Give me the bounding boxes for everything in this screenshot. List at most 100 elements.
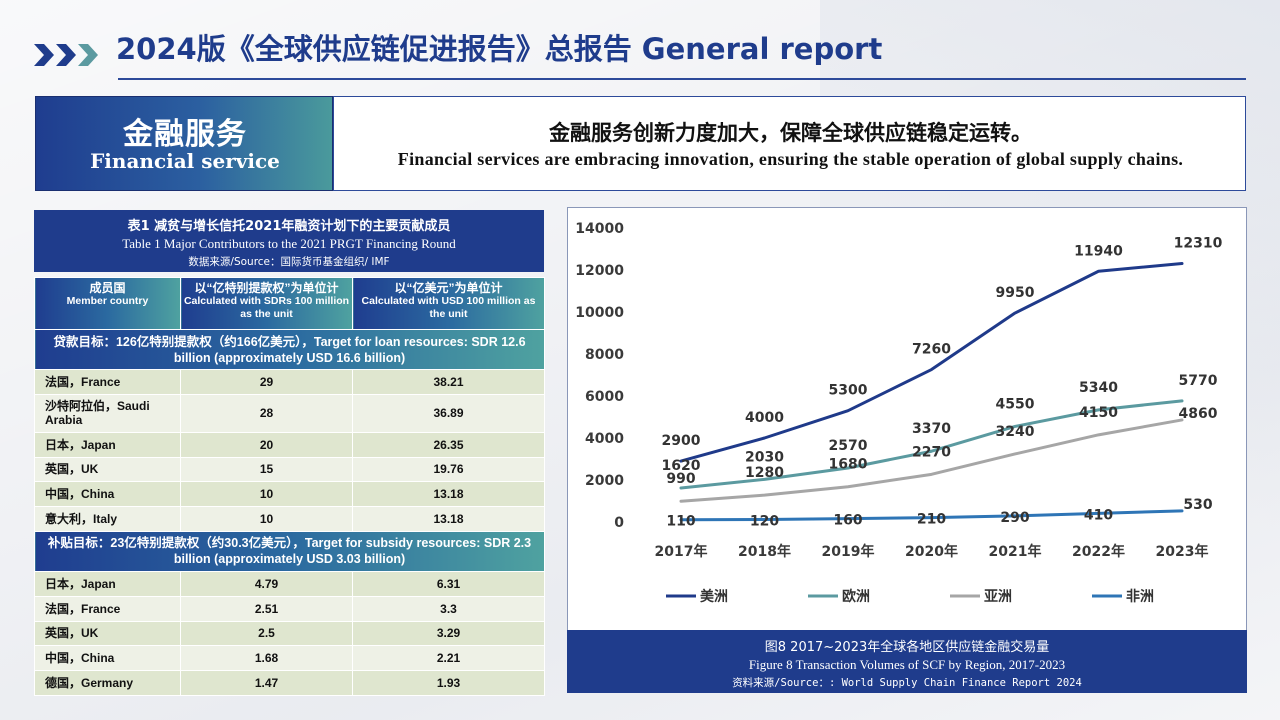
series-line [679, 509, 1184, 522]
data-label: 4000 [745, 410, 784, 426]
data-label: 5300 [829, 383, 868, 399]
data-label: 290 [1000, 510, 1029, 526]
data-label: 2900 [662, 433, 701, 449]
data-label: 2030 [745, 449, 784, 465]
loan-target-label: 贷款目标：126亿特别提款权（约166亿美元），Target for loan … [34, 329, 545, 370]
subsidy-target-row: 补贴目标：23亿特别提款权（约30.3亿美元），Target for subsi… [34, 530, 545, 572]
y-tick-label: 6000 [585, 389, 624, 405]
usd-cell: 36.89 [352, 393, 545, 433]
y-tick-label: 8000 [585, 347, 624, 363]
tagline-zh: 金融服务创新力度加大，保障全球供应链稳定运转。 [549, 121, 1032, 145]
legend-label: 欧洲 [842, 588, 870, 605]
usd-cell: 13.18 [352, 481, 545, 508]
country-cell: 法国，France [34, 369, 181, 395]
y-tick-label: 14000 [575, 221, 624, 237]
column-header-sdr: 以“亿特别提款权”为单位计 Calculated with SDRs 100 mi… [180, 277, 353, 330]
data-label: 5770 [1179, 373, 1218, 389]
data-label: 4860 [1179, 406, 1218, 422]
country-cell: 法国，France [34, 595, 181, 622]
sdr-cell: 10 [180, 481, 353, 508]
data-label: 990 [666, 471, 695, 487]
sdr-cell: 4.79 [180, 570, 353, 597]
x-tick-label: 2019年 [822, 543, 875, 560]
sdr-cell: 1.47 [180, 670, 353, 696]
x-tick-label: 2021年 [989, 543, 1042, 560]
sdr-cell: 29 [180, 369, 353, 395]
column-header-usd: 以“亿美元”为单位计 Calculated with USD 100 millio… [352, 277, 545, 330]
country-cell: 意大利，Italy [34, 506, 181, 532]
sdr-cell: 20 [180, 431, 353, 458]
usd-cell: 6.31 [352, 570, 545, 597]
data-label: 2570 [829, 438, 868, 454]
data-label: 3240 [996, 424, 1035, 440]
chevron-arrows-icon [34, 44, 98, 66]
country-cell: 中国，China [34, 645, 181, 672]
legend-label: 亚洲 [984, 589, 1012, 605]
data-label: 410 [1084, 507, 1113, 523]
chart-caption: 图8 2017~2023年全球各地区供应链金融交易量 Figure 8 Tran… [567, 630, 1247, 693]
y-tick-label: 4000 [585, 431, 624, 447]
table-row: 英国，UK 15 19.76 [34, 456, 545, 483]
data-label: 530 [1183, 497, 1212, 513]
legend-label: 非洲 [1126, 588, 1154, 605]
country-cell: 德国，Germany [34, 670, 181, 696]
data-label: 9950 [996, 285, 1035, 301]
table-row: 中国，China 1.68 2.21 [34, 645, 545, 672]
table-row: 日本，Japan 20 26.35 [34, 431, 545, 458]
data-label: 210 [917, 512, 946, 528]
line-chart-panel: 0 2000 4000 6000 8000 10000 12000 14000 2017年 201… [567, 207, 1247, 631]
usd-cell: 2.21 [352, 645, 545, 672]
line-chart: 0 2000 4000 6000 8000 10000 12000 14000 2017年 201… [575, 221, 1223, 605]
country-cell: 日本，Japan [34, 431, 181, 458]
data-label: 11940 [1074, 243, 1123, 259]
table-header-row: 成员国 Member country 以“亿特别提款权”为单位计 Calculate… [34, 277, 545, 330]
data-label: 5340 [1079, 380, 1118, 396]
section-label-zh: 金融服务 [123, 117, 247, 152]
data-label: 110 [666, 514, 695, 530]
sdr-cell: 2.5 [180, 620, 353, 647]
tagline-en: Financial services are embracing innovat… [397, 149, 1184, 169]
country-cell: 中国，China [34, 481, 181, 508]
x-tick-label: 2020年 [905, 543, 958, 560]
y-tick-label: 2000 [585, 473, 624, 489]
data-label: 1680 [829, 457, 868, 473]
country-cell: 英国，UK [34, 456, 181, 483]
table-row: 德国，Germany 1.47 1.93 [34, 670, 545, 696]
loan-target-row: 贷款目标：126亿特别提款权（约166亿美元），Target for loan … [34, 329, 545, 370]
caption-en: Figure 8 Transaction Volumes of SCF by R… [748, 657, 1066, 672]
usd-cell: 38.21 [352, 369, 545, 395]
x-tick-label: 2022年 [1072, 543, 1125, 560]
usd-cell: 3.29 [352, 620, 545, 647]
tagline-box: 金融服务创新力度加大，保障全球供应链稳定运转。 Financial servic… [333, 96, 1246, 191]
sdr-cell: 2.51 [180, 595, 353, 622]
table-title: 表1 减贫与增长信托2021年融资计划下的主要贡献成员 Table 1 Majo… [34, 210, 544, 272]
subsidy-target-label: 补贴目标：23亿特别提款权（约30.3亿美元），Target for subsi… [34, 530, 545, 572]
caption-zh: 图8 2017~2023年全球各地区供应链金融交易量 [764, 640, 1050, 655]
data-label: 1620 [662, 458, 701, 474]
caption-source: 资料来源/Source：: World Supply Chain Finance… [732, 677, 1082, 689]
data-label: 3370 [912, 421, 951, 437]
table-row: 沙特阿拉伯，Saudi Arabia 28 36.89 [34, 393, 545, 433]
series-line [679, 261, 1184, 463]
data-label: 120 [750, 513, 779, 529]
data-label: 12310 [1174, 235, 1223, 251]
data-label: 1280 [745, 465, 784, 481]
y-tick-label: 10000 [575, 305, 624, 321]
sdr-cell: 1.68 [180, 645, 353, 672]
table-title-zh: 表1 减贫与增长信托2021年融资计划下的主要贡献成员 [127, 219, 451, 234]
column-header-country: 成员国 Member country [34, 277, 181, 330]
table-row: 英国，UK 2.5 3.29 [34, 620, 545, 647]
table-row: 法国，France 2.51 3.3 [34, 595, 545, 622]
usd-cell: 13.18 [352, 506, 545, 532]
y-tick-label: 0 [614, 515, 624, 531]
series-line [679, 418, 1184, 503]
data-label: 160 [833, 513, 862, 529]
table-row: 意大利，Italy 10 13.18 [34, 506, 545, 532]
header-divider [118, 78, 1246, 80]
usd-cell: 3.3 [352, 595, 545, 622]
sdr-cell: 15 [180, 456, 353, 483]
table-row: 法国，France 29 38.21 [34, 369, 545, 395]
country-cell: 沙特阿拉伯，Saudi Arabia [34, 393, 181, 433]
x-tick-label: 2018年 [738, 543, 791, 560]
x-tick-label: 2023年 [1156, 543, 1209, 560]
